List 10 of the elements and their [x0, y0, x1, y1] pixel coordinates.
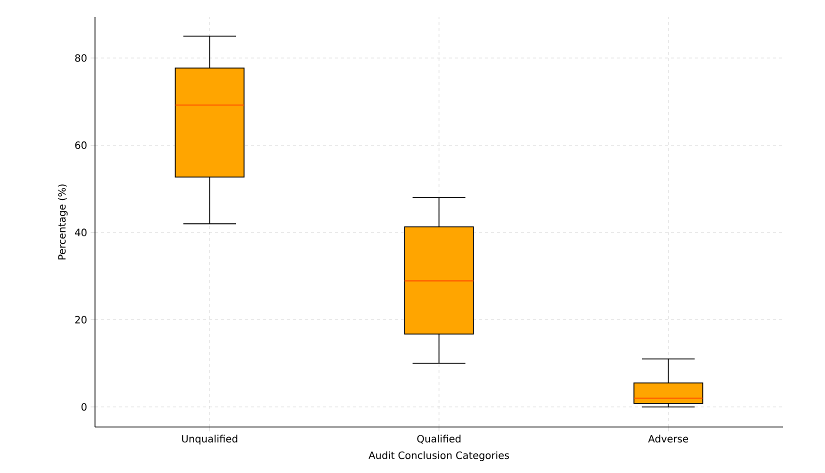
y-tick-label: 40: [74, 228, 87, 236]
y-tick-label: 20: [75, 316, 87, 324]
x-axis-title: Audit Conclusion Categories: [368, 451, 510, 462]
y-tick-label: 80: [75, 54, 87, 62]
x-tick-label: Adverse: [648, 434, 688, 443]
y-tick-label: 60: [75, 141, 87, 150]
y-tick-label: 0: [82, 403, 87, 411]
x-tick-label: Qualified: [417, 434, 460, 444]
y-axis-title: Percentage (%): [58, 184, 68, 260]
x-tick-label: Unqualified: [182, 434, 238, 444]
